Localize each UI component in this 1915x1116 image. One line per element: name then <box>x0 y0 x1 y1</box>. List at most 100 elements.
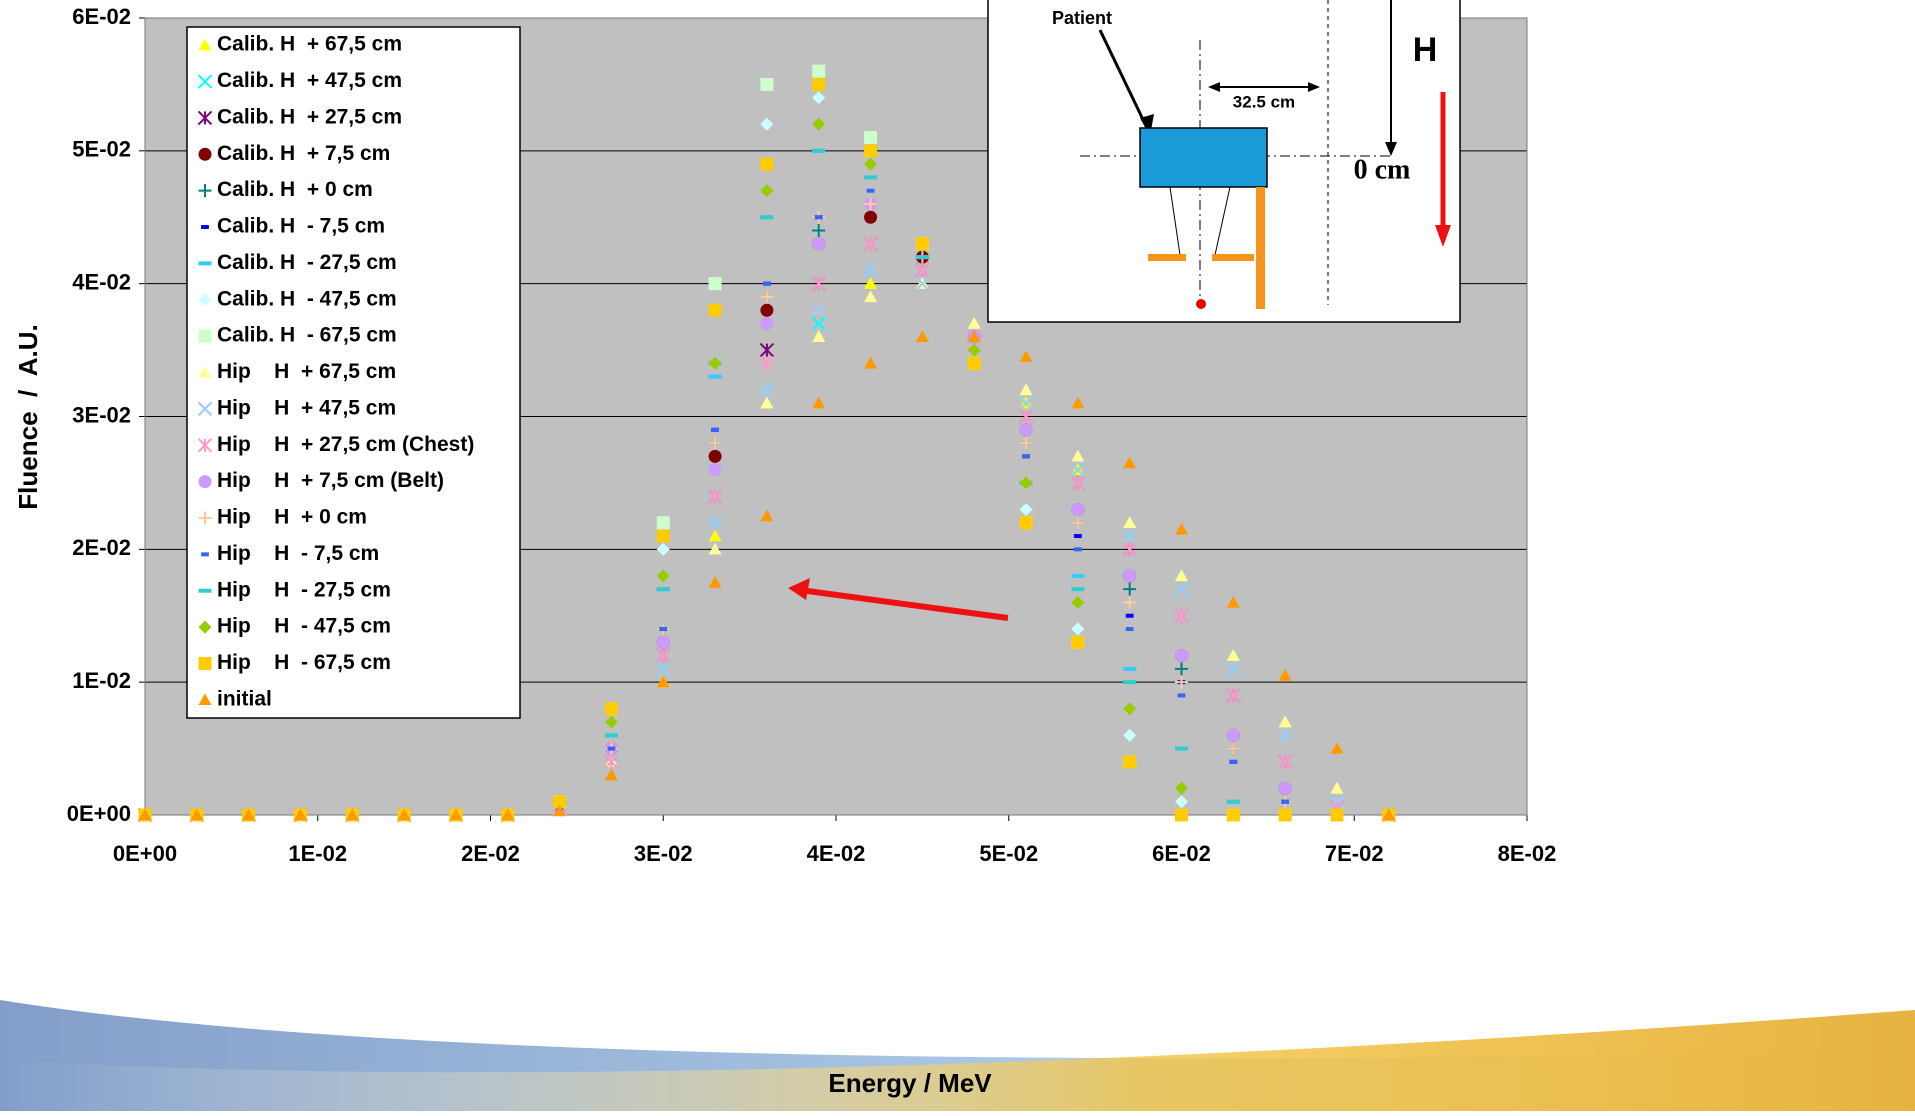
marker <box>604 754 619 770</box>
marker <box>1071 587 1085 592</box>
marker <box>1123 702 1137 716</box>
marker <box>1123 728 1137 742</box>
marker <box>759 382 775 398</box>
annotation-arrow <box>799 587 1009 621</box>
legend-item: Calib. H + 27,5 cm <box>197 105 402 128</box>
legend-label: Hip H - 27,5 cm <box>217 578 391 601</box>
marker <box>201 225 209 230</box>
legend-item: Calib. H - 67,5 cm <box>198 324 397 347</box>
plot-frame <box>144 17 1528 816</box>
marker <box>1175 649 1188 663</box>
marker <box>198 366 212 378</box>
legend-item: Calib. H - 47,5 cm <box>198 287 397 310</box>
legend-label: Hip H - 47,5 cm <box>217 615 391 638</box>
marker <box>1018 409 1034 424</box>
marker <box>1123 680 1137 685</box>
marker <box>864 290 878 303</box>
legend-label: Calib. H - 47,5 cm <box>217 287 397 310</box>
marker <box>967 330 981 342</box>
marker <box>1019 423 1033 437</box>
marker <box>708 277 722 291</box>
marker <box>198 147 212 161</box>
marker <box>198 329 212 343</box>
marker <box>1070 475 1086 491</box>
marker <box>553 795 567 809</box>
legend-item: Calib. H + 7,5 cm <box>198 142 390 165</box>
legend-item: Calib. H + 0 cm <box>198 178 373 201</box>
foot <box>1148 254 1186 261</box>
legend-label: Calib. H + 27,5 cm <box>217 105 402 128</box>
y-tick-label: 1E-02 <box>72 668 131 693</box>
x-tick-label: 4E-02 <box>807 841 866 866</box>
marker <box>293 808 307 821</box>
foot <box>1212 254 1254 261</box>
marker <box>812 330 826 342</box>
marker <box>1174 608 1189 623</box>
legend-label: Calib. H - 7,5 cm <box>217 215 385 238</box>
legend-item: Hip H + 0 cm <box>198 506 367 529</box>
marker <box>1019 516 1033 530</box>
marker <box>708 374 722 379</box>
marker <box>1278 669 1292 681</box>
marker <box>967 317 981 329</box>
marker <box>760 157 774 171</box>
marker <box>863 263 878 278</box>
legend-label: Calib. H + 0 cm <box>217 178 373 201</box>
legend: Calib. H + 67,5 cm Calib. H + 47,5 cm Cali… <box>186 26 521 719</box>
marker <box>708 529 722 542</box>
marker <box>198 261 212 266</box>
legend-item: Hip H - 27,5 cm <box>198 578 391 601</box>
legend-label: Hip H - 7,5 cm <box>217 542 379 565</box>
marker <box>760 317 774 331</box>
marker <box>397 808 411 821</box>
marker <box>760 509 774 522</box>
y-tick-label: 2E-02 <box>72 535 131 560</box>
marker <box>708 576 722 588</box>
y-tick-label: 3E-02 <box>72 402 131 427</box>
marker <box>814 215 823 220</box>
source-dot <box>1196 299 1206 309</box>
marker <box>864 210 878 224</box>
legend-item: Hip H + 7,5 cm (Belt) <box>198 469 444 492</box>
marker <box>1123 755 1137 769</box>
pointer <box>1098 29 1150 131</box>
legend-label: Calib. H - 67,5 cm <box>217 324 397 347</box>
legend-label: Calib. H + 67,5 cm <box>217 33 402 56</box>
legend-label: initial <box>217 687 272 710</box>
series <box>138 330 1396 821</box>
marker <box>1175 795 1188 809</box>
y-axis-title: Fluence / A.U. <box>13 324 43 509</box>
marker <box>1226 808 1240 822</box>
y-tick-label: 5E-02 <box>72 137 131 162</box>
marker <box>656 661 671 677</box>
marker <box>198 475 212 489</box>
marker <box>1278 715 1292 728</box>
marker <box>760 290 774 304</box>
marker <box>1175 746 1188 751</box>
marker <box>1073 534 1082 539</box>
marker <box>708 436 722 450</box>
x-axis-title: Energy / MeV <box>828 1068 992 1098</box>
marker <box>707 488 723 504</box>
marker <box>1226 688 1241 703</box>
marker <box>1019 502 1033 516</box>
marker <box>760 303 774 317</box>
marker <box>812 396 826 409</box>
legend-item: Hip H - 7,5 cm <box>201 542 379 565</box>
marker <box>967 356 981 370</box>
marker <box>1278 781 1292 795</box>
direction-arrow-head <box>1435 225 1451 247</box>
marker <box>656 542 670 556</box>
marker <box>501 808 515 821</box>
marker <box>1175 662 1188 676</box>
marker <box>198 693 212 706</box>
marker <box>915 276 930 291</box>
marker <box>604 702 618 716</box>
marker <box>1226 728 1240 742</box>
marker <box>763 281 771 286</box>
marker <box>1125 627 1134 632</box>
marker <box>1071 595 1085 609</box>
marker <box>1329 794 1345 809</box>
marker <box>604 715 618 729</box>
y-tick-label: 6E-02 <box>72 4 131 29</box>
